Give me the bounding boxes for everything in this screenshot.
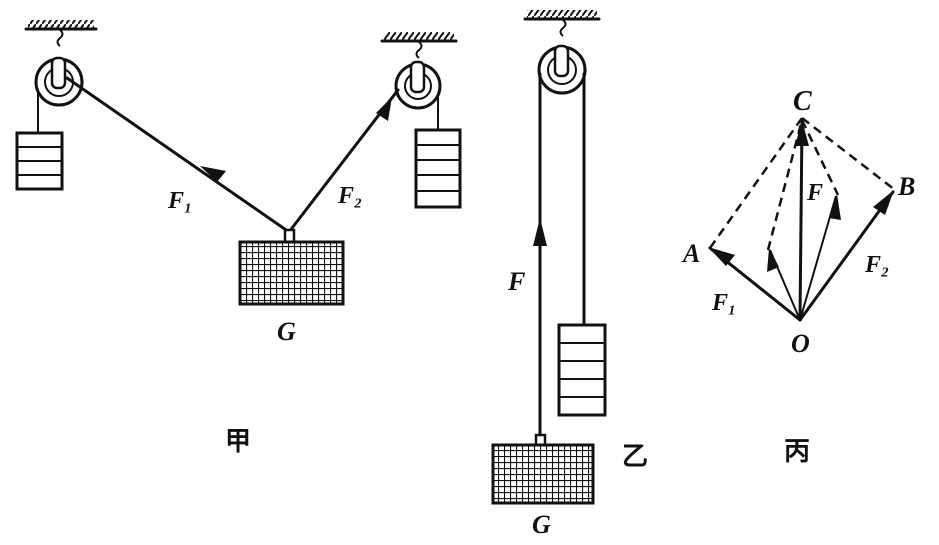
panel-jia: F₁ F₂ G 甲: [15, 20, 462, 457]
ceiling-right: [380, 32, 458, 59]
mass-hook: [283, 228, 296, 244]
label-f2-bing: F₂: [864, 252, 889, 278]
caption-jia: 甲: [225, 427, 251, 457]
ceiling-yi: [523, 10, 601, 37]
mass-g-yi: [491, 443, 595, 505]
caption-bing: 丙: [784, 437, 810, 467]
label-b: B: [897, 172, 915, 201]
dashed-a-c: [708, 117, 804, 249]
arrow-f1-head: [200, 166, 226, 182]
panel-yi: F G 乙: [491, 10, 648, 539]
vector-f-head: [795, 120, 809, 146]
panel-bing: C F A B F₁ F₂ O 丙: [681, 86, 915, 467]
label-f1-bing: F₁: [711, 290, 736, 316]
label-f-yi: F: [507, 267, 525, 296]
pulley-yi: [537, 44, 587, 95]
label-a: A: [681, 239, 700, 268]
pulley-right: [394, 60, 442, 110]
caption-yi: 乙: [622, 442, 648, 472]
label-f2: F₂: [337, 183, 362, 209]
label-g-yi: G: [532, 510, 551, 539]
label-g: G: [277, 317, 296, 346]
label-f-bing: F: [806, 180, 823, 206]
label-f1: F₁: [167, 188, 192, 214]
mass-g-jia: [238, 240, 345, 306]
pulley-left: [34, 56, 84, 107]
vector-f-resultant: [798, 120, 804, 322]
weight-stack-left: [15, 131, 64, 191]
weight-stack-yi: [557, 323, 607, 417]
arrow-f2-head: [376, 97, 392, 121]
arrow-f-head: [533, 218, 547, 246]
vector-f2-head: [873, 190, 894, 215]
vector-f2: [798, 190, 895, 322]
ceiling-left: [24, 20, 98, 47]
vector-inner-right-head: [829, 194, 841, 220]
dashed-c-b: [801, 117, 896, 191]
weight-stack-right: [414, 128, 462, 209]
vector-inner-left-head: [767, 248, 779, 272]
label-o: O: [791, 329, 810, 358]
label-c: C: [793, 86, 812, 117]
rope-f1: [65, 76, 291, 234]
vector-f1-head: [708, 247, 735, 266]
